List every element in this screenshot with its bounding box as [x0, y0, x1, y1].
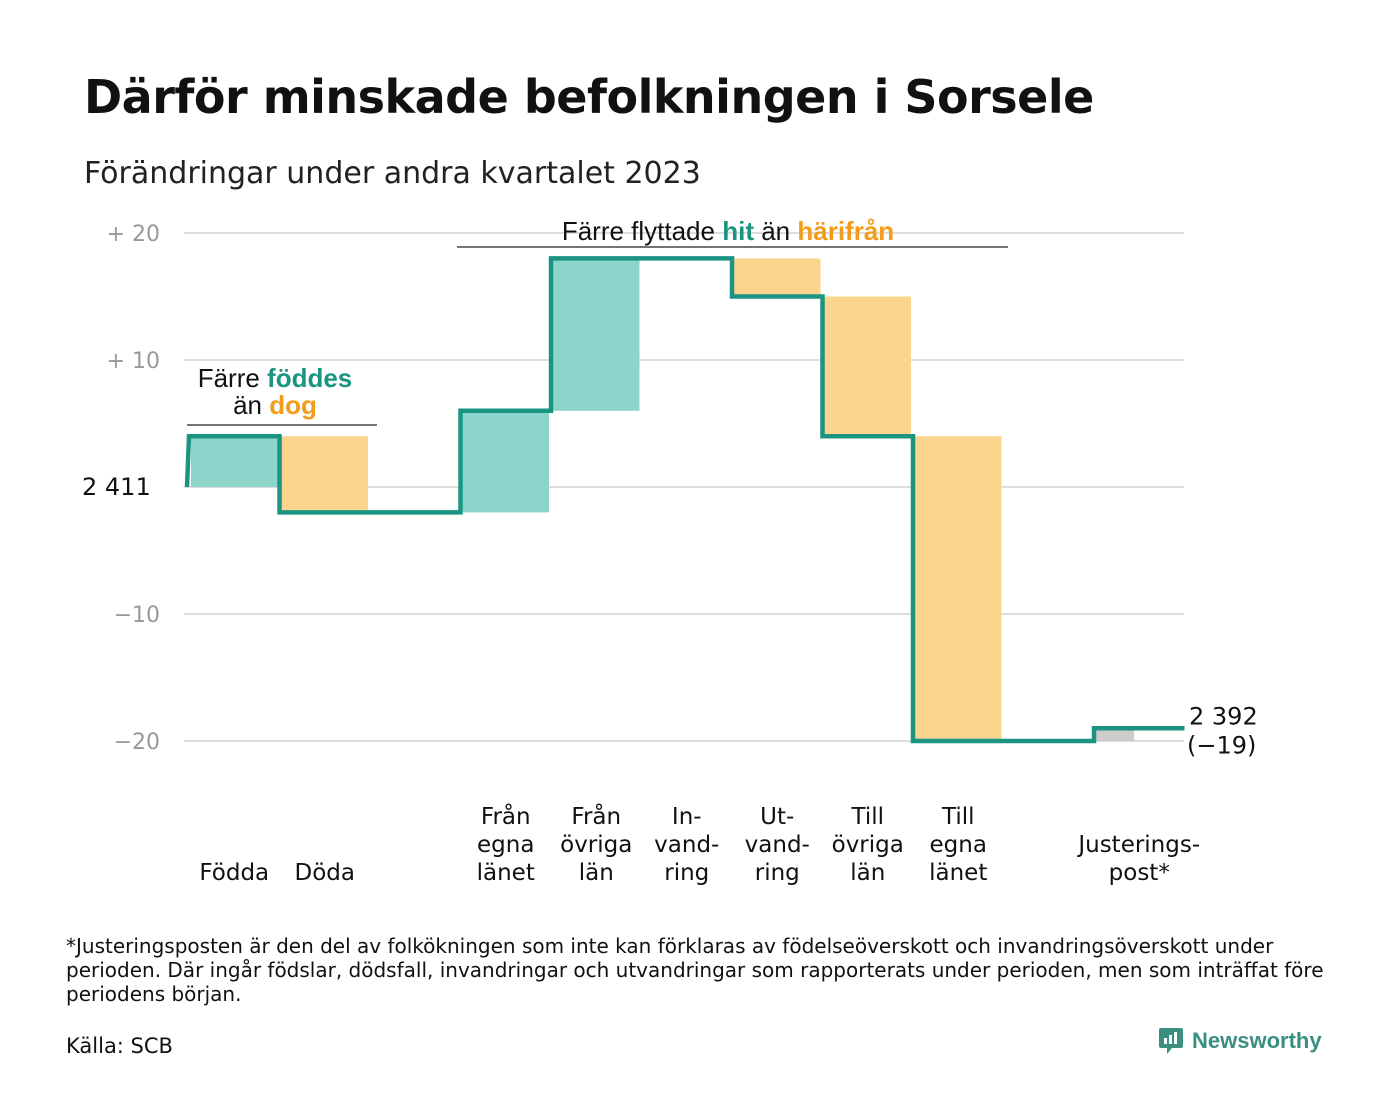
category-label: vand-	[654, 832, 719, 858]
y-tick-label: + 20	[107, 222, 160, 247]
end-change-label: (−19)	[1187, 731, 1256, 759]
category-label: Justerings-	[1076, 832, 1200, 858]
source-text: Källa: SCB	[66, 1034, 173, 1058]
category-label: Döda	[295, 860, 355, 886]
cumulative-step-line	[184, 256, 1185, 744]
brand-name: Newsworthy	[1192, 1028, 1322, 1053]
category-label: övriga	[832, 832, 904, 858]
waterfall-bar	[462, 410, 549, 513]
category-label: Ut-	[760, 804, 794, 830]
end-value-label: 2 392	[1189, 702, 1258, 730]
category-label: övriga	[560, 832, 632, 858]
category-label: Till	[850, 804, 884, 830]
waterfall-bar	[191, 436, 278, 487]
category-label: egna	[477, 832, 534, 858]
y-tick-label: + 10	[107, 349, 160, 374]
births-deaths-annotation-line: än dog	[233, 390, 317, 420]
category-label: Från	[571, 802, 621, 830]
category-label: In-	[672, 804, 702, 830]
category-label: post*	[1109, 860, 1170, 886]
births-deaths-annotation-segment: dog	[269, 390, 317, 420]
waterfall-bar	[553, 258, 640, 411]
migration-annotation-segment: hit	[722, 216, 754, 246]
migration-annotation-segment: än	[754, 216, 797, 246]
footnote: *Justeringsposten är den del av folkökni…	[66, 934, 1324, 1006]
y-tick-label: −20	[114, 730, 160, 755]
category-label: egna	[930, 832, 987, 858]
migration-annotation-segment: Färre flyttade	[562, 216, 722, 246]
births-deaths-annotation-segment: Färre	[198, 363, 267, 393]
chart-title: Därför minskade befolkningen i Sorsele	[84, 70, 1094, 124]
start-value-label: 2 411	[82, 473, 151, 501]
category-label: Från	[481, 802, 531, 830]
category-label: Födda	[199, 860, 269, 886]
migration-annotation-segment: härifrån	[797, 216, 894, 246]
category-label: länet	[477, 860, 535, 886]
births-deaths-annotation-segment: föddes	[267, 363, 352, 393]
category-label: ring	[755, 860, 800, 886]
waterfall-bar	[1096, 728, 1135, 741]
category-label: vand-	[745, 832, 810, 858]
waterfall-bar	[915, 436, 1002, 741]
y-tick-label: −10	[114, 603, 160, 628]
category-label: län	[579, 860, 614, 886]
births-deaths-annotation-segment: än	[233, 390, 269, 420]
migration-annotation-line: Färre flyttade hit än härifrån	[562, 216, 894, 246]
category-label: länet	[929, 860, 987, 886]
births-deaths-annotation-line: Färre föddes	[198, 363, 353, 393]
category-label: ring	[664, 860, 709, 886]
waterfall-bar	[281, 436, 368, 513]
waterfall-bar	[824, 296, 911, 437]
newsworthy-logo[interactable]: Newsworthy	[1158, 1026, 1322, 1056]
category-label: Till	[941, 804, 975, 830]
waterfall-bar	[734, 258, 821, 297]
newsworthy-icon	[1159, 1028, 1183, 1054]
category-label: län	[850, 860, 885, 886]
chart-subtitle: Förändringar under andra kvartalet 2023	[84, 156, 701, 191]
